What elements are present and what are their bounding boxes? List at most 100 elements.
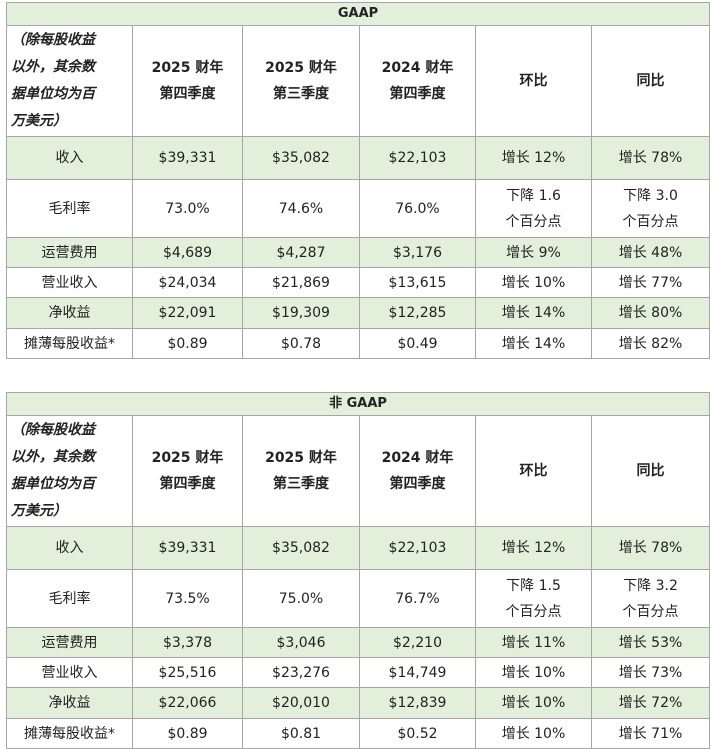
cell-text: $39,331 [158, 540, 217, 556]
cell-text: $0.89 [167, 335, 208, 352]
cell-text: 第四季度 [159, 86, 216, 102]
cell-text: 毛利率 [48, 590, 91, 607]
data-cell: 增长 73% [590, 657, 711, 688]
header-cell: 2025 财年 第四季度 [132, 25, 243, 137]
data-cell: 增长 14% [475, 328, 592, 359]
cell-text: 万美元） [11, 113, 67, 129]
cell-text: $22,091 [158, 305, 217, 321]
cell-text: $22,066 [158, 695, 217, 711]
data-cell: 增长 12% [475, 526, 592, 570]
cell-text: $2,210 [393, 634, 442, 651]
cell-text: 同比 [636, 463, 665, 479]
data-cell: $13,615 [359, 267, 476, 298]
data-cell: $24,034 [132, 267, 243, 298]
data-cell: $0.81 [242, 718, 360, 749]
header-row: （除每股收益 以外，其余数 据单位均为百 万美元） 2025 财年 第四季度 2025 财年… [6, 25, 711, 137]
cell-text: 增长 78% [618, 150, 683, 166]
cell-text: $39,331 [158, 150, 217, 166]
cell-text: $0.52 [397, 725, 438, 742]
cell-text: 个百分点 [505, 603, 562, 620]
cell-text: $13,615 [388, 274, 447, 291]
data-row: 营业收入 $24,034 $21,869 $13,615 增长 10% 增长 77% [6, 267, 711, 298]
cell-text: 增长 53% [618, 634, 683, 651]
cell-text: 增长 77% [618, 274, 683, 291]
cell-text: 增长 12% [501, 150, 566, 166]
data-cell: $0.89 [132, 718, 243, 749]
data-cell: $21,869 [242, 267, 360, 298]
data-cell: $22,091 [132, 297, 243, 329]
data-cell: $14,749 [359, 657, 476, 688]
data-row: 运营费用 $3,378 $3,046 $2,210 增长 11% 增长 53% [6, 627, 711, 658]
data-cell: $20,010 [242, 687, 360, 719]
data-cell: 增长 78% [590, 136, 711, 180]
cell-text: 万美元） [11, 503, 67, 519]
data-cell: 74.6% [242, 179, 360, 238]
data-cell: 增长 10% [475, 687, 592, 719]
table-title: GAAP [5, 2, 711, 26]
cell-text: $0.89 [167, 725, 208, 742]
cell-text: 以外，其余数 [11, 59, 95, 75]
data-cell: 增长 14% [475, 297, 592, 329]
cell-text: 以外，其余数 [11, 449, 95, 465]
data-cell: $22,103 [359, 136, 476, 180]
data-cell: 73.0% [132, 179, 243, 238]
cell-text: 增长 10% [501, 664, 566, 681]
data-cell: 增长 12% [475, 136, 592, 180]
header-cell: 环比 [475, 25, 592, 137]
cell-text: $35,082 [272, 540, 330, 556]
data-cell: $22,066 [132, 687, 243, 719]
cell-text: 摊薄每股收益* [24, 725, 115, 742]
data-cell: $4,287 [242, 237, 360, 268]
cell-text: $24,034 [158, 274, 217, 291]
header-cell: 2025 财年 第三季度 [242, 25, 360, 137]
cell-text: 73.0% [165, 200, 210, 217]
data-row: 摊薄每股收益* $0.89 $0.81 $0.52 增长 10% 增长 71% [6, 718, 711, 749]
cell-text: 增长 82% [618, 335, 683, 352]
cell-text: 2024 财年 [381, 450, 454, 466]
cell-text: 环比 [519, 73, 548, 89]
cell-text: 增长 73% [618, 664, 683, 681]
header-cell: 环比 [475, 415, 592, 527]
cell-text: 2025 财年 [151, 60, 224, 76]
header-cell: 2024 财年 第四季度 [359, 25, 476, 137]
cell-text: 74.6% [278, 200, 324, 217]
cell-text: 增长 9% [506, 244, 561, 261]
cell-text: 增长 10% [501, 274, 566, 291]
cell-text: 下降 1.5 [506, 577, 561, 594]
data-cell: 运营费用 [6, 627, 133, 658]
cell-text: 下降 3.2 [623, 577, 678, 594]
data-cell: $0.49 [359, 328, 476, 359]
cell-text: 增长 78% [618, 540, 683, 556]
data-cell: 增长 10% [475, 267, 592, 298]
data-row: 毛利率 73.5% 75.0% 76.7% 下降 1.5 个百分点 下降 3.2 个百分点 [6, 569, 711, 628]
cell-text: 76.0% [395, 200, 440, 217]
data-cell: $12,285 [359, 297, 476, 329]
data-cell: 收入 [6, 136, 133, 180]
data-cell: 收入 [6, 526, 133, 570]
data-row: 摊薄每股收益* $0.89 $0.78 $0.49 增长 14% 增长 82% [6, 328, 711, 359]
cell-text: $20,010 [272, 695, 330, 711]
cell-text: 增长 11% [501, 634, 566, 651]
cell-text: 2025 财年 [151, 450, 224, 466]
data-cell: 下降 1.6 个百分点 [475, 179, 592, 238]
cell-text: （除每股收益 [11, 32, 95, 48]
data-cell: 毛利率 [6, 569, 133, 628]
cell-text: 增长 12% [501, 540, 566, 556]
cell-text: 毛利率 [48, 200, 91, 217]
data-cell: $4,689 [132, 237, 243, 268]
data-cell: 增长 82% [590, 328, 711, 359]
table-title: 非 GAAP [5, 392, 711, 416]
data-row: 净收益 $22,091 $19,309 $12,285 增长 14% 增长 80% [6, 297, 711, 329]
cell-text: 摊薄每股收益* [24, 335, 115, 352]
data-cell: 增长 53% [590, 627, 711, 658]
data-cell: 75.0% [242, 569, 360, 628]
cell-text: 环比 [519, 463, 548, 479]
cell-text: 运营费用 [41, 634, 98, 651]
data-cell: 增长 77% [590, 267, 711, 298]
cell-text: 个百分点 [622, 603, 679, 620]
data-cell: $3,378 [132, 627, 243, 658]
cell-text: 增长 48% [618, 244, 683, 261]
cell-text: $23,276 [272, 664, 330, 681]
cell-text: 75.0% [278, 590, 324, 607]
